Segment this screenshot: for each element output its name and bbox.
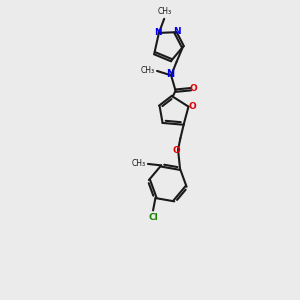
Text: O: O xyxy=(190,84,198,93)
Text: N: N xyxy=(173,27,181,36)
Text: N: N xyxy=(167,69,175,79)
Text: CH₃: CH₃ xyxy=(140,66,155,75)
Text: CH₃: CH₃ xyxy=(158,8,172,16)
Text: O: O xyxy=(173,146,180,155)
Text: O: O xyxy=(188,102,196,111)
Text: Cl: Cl xyxy=(148,213,158,222)
Text: CH₃: CH₃ xyxy=(131,159,146,168)
Text: N: N xyxy=(154,28,162,37)
